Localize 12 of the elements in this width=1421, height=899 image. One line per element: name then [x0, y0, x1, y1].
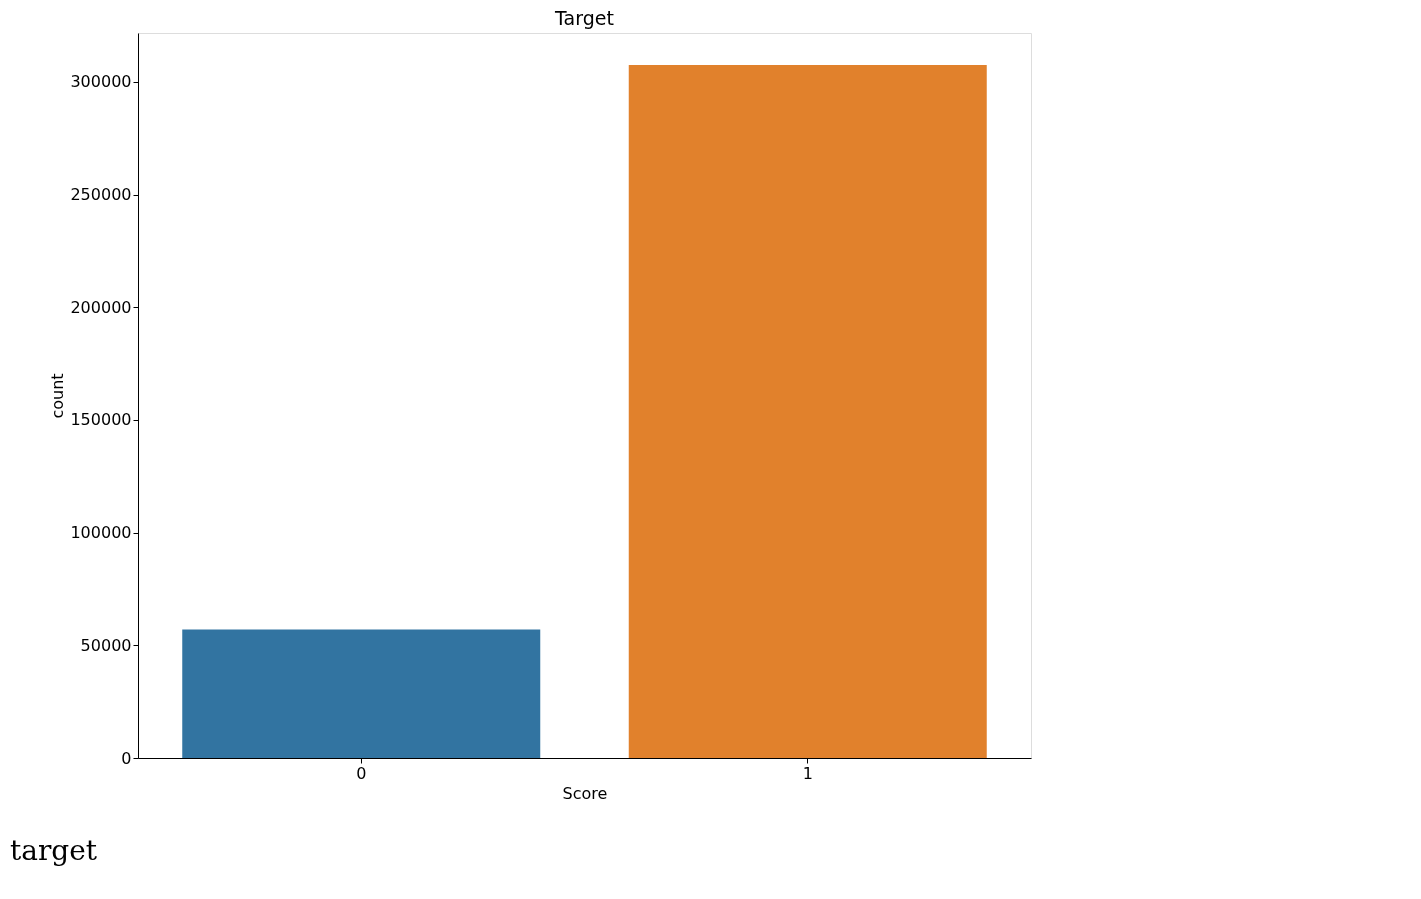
y-tick-label: 250000: [70, 185, 132, 205]
y-tick-label: 100000: [70, 523, 132, 543]
chart-title: Target: [554, 7, 614, 29]
x-axis-title: Score: [562, 783, 608, 803]
y-tick-label: 50000: [80, 635, 132, 655]
y-tick-label: 300000: [70, 72, 132, 92]
y-axis-title: count: [48, 373, 68, 419]
y-tick-label: 150000: [70, 410, 132, 430]
y-tick-label: 0: [121, 748, 132, 768]
x-tick-label: 1: [802, 763, 813, 783]
y-tick-label: 200000: [70, 297, 132, 317]
text: target: [10, 834, 98, 867]
